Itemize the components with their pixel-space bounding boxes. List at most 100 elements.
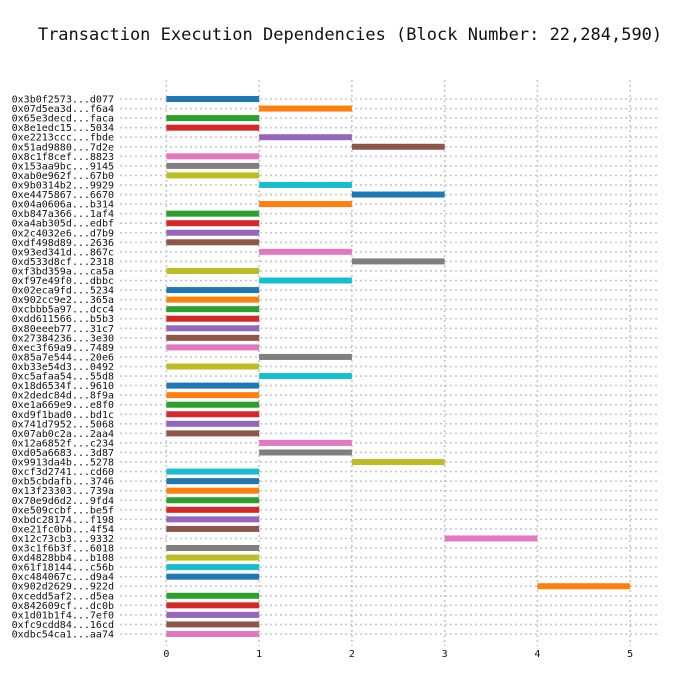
transaction-bar	[166, 124, 260, 131]
transaction-bar	[166, 401, 260, 408]
y-tick-label: 0x85a7e544...20e6	[12, 352, 114, 363]
y-tick-label: 0x02eca9fd...5234	[12, 286, 114, 297]
transaction-bar	[259, 134, 352, 141]
transaction-bar	[259, 201, 352, 208]
transaction-bar	[166, 229, 260, 236]
y-tick-label: 0x842609cf...dc0b	[12, 601, 114, 612]
x-tick-label: 3	[442, 649, 448, 660]
y-tick-label: 0x51ad9880...7d2e	[12, 142, 114, 153]
y-tick-label: 0x18d6534f...9610	[12, 381, 114, 392]
y-tick-label: 0x153aa9bc...9145	[12, 161, 114, 172]
y-tick-label: 0x9b0314b2...9929	[12, 180, 114, 191]
bar-layer	[166, 96, 631, 637]
transaction-bar	[166, 631, 260, 637]
transaction-bar	[259, 277, 352, 284]
y-tick-label: 0xcf3d2741...cd60	[12, 467, 114, 478]
y-tick-label: 0xa4ab305d...edbf	[12, 219, 114, 230]
y-tick-label: 0x741d7952...5068	[12, 419, 114, 430]
y-tick-label: 0x3c1f6b3f...6018	[12, 544, 114, 555]
transaction-bar	[166, 564, 260, 571]
y-tick-label: 0xe4475867...6670	[12, 190, 114, 201]
x-tick-label: 5	[627, 649, 633, 660]
y-tick-label: 0xbdc28174...f198	[12, 515, 114, 526]
y-tick-label: 0x2dedc84d...8f9a	[12, 391, 114, 402]
y-tick-label: 0xe2213ccc...fbde	[12, 133, 114, 144]
y-tick-label: 0xf97e49f0...dbbc	[12, 276, 114, 287]
y-tick-label: 0xab0e962f...67b0	[12, 171, 114, 182]
x-tick-label: 2	[349, 649, 355, 660]
transaction-bar	[166, 592, 260, 599]
y-tick-label: 0x80eeeb77...31c7	[12, 324, 114, 335]
transaction-bar	[166, 602, 260, 609]
y-tick-label: 0xe509ccbf...be5f	[12, 505, 114, 516]
transaction-bar	[166, 325, 260, 332]
y-tick-label: 0xfc9cdd84...16cd	[12, 620, 114, 631]
y-tick-label: 0xcedd5af2...d5ea	[12, 591, 114, 602]
transaction-bar	[166, 611, 260, 618]
y-tick-label: 0x04a0606a...b314	[12, 200, 114, 211]
y-tick-label: 0xe21fc0bb...4f54	[12, 524, 114, 535]
transaction-bar	[259, 105, 352, 112]
transaction-bar	[351, 191, 445, 198]
y-tick-label: 0x65e3decd...faca	[12, 114, 114, 125]
transaction-bar	[166, 162, 260, 169]
x-tick-label: 4	[534, 649, 540, 660]
transaction-bar	[166, 210, 260, 217]
y-tick-label: 0x07ab0c2a...2aa4	[12, 429, 114, 440]
y-tick-label: 0xb33e54d3...0492	[12, 362, 114, 373]
y-tick-label: 0xb847a366...1af4	[12, 209, 114, 220]
y-tick-label: 0xcbbb5a97...dcc4	[12, 305, 114, 316]
y-tick-label: 0xe1a669e9...e8f0	[12, 400, 114, 411]
transaction-bar	[259, 353, 352, 360]
transaction-bar	[166, 153, 260, 160]
y-tick-label: 0xd05a6683...3d87	[12, 448, 114, 459]
transaction-bar	[166, 96, 260, 102]
x-tick-label: 1	[256, 649, 262, 660]
transaction-bar	[259, 439, 352, 446]
transaction-bar	[259, 449, 352, 456]
transaction-bar	[166, 220, 260, 227]
transaction-bar	[351, 459, 445, 466]
y-tick-label: 0xd9f1bad0...bd1c	[12, 410, 114, 421]
transaction-bar	[166, 516, 260, 523]
transaction-bar	[166, 363, 260, 370]
y-tick-label: 0x61f18144...c56b	[12, 563, 114, 574]
transaction-bar	[166, 334, 260, 341]
transaction-bar	[166, 315, 260, 322]
y-tick-label: 0xd533d8cf...2318	[12, 257, 114, 268]
transaction-bar	[166, 554, 260, 561]
transaction-bar	[166, 411, 260, 418]
transaction-bar	[166, 392, 260, 399]
transaction-bar	[166, 525, 260, 532]
transaction-bar	[166, 239, 260, 246]
y-tick-label: 0x12a6852f...c234	[12, 438, 114, 449]
y-tick-label: 0xf3bd359a...ca5a	[12, 266, 114, 277]
y-tick-label: 0xb5cbdafb...3746	[12, 477, 114, 488]
transaction-bar	[351, 143, 445, 150]
y-tick-label: 0x27384236...3e30	[12, 333, 114, 344]
transaction-bar	[537, 583, 631, 590]
transaction-bar	[166, 287, 260, 294]
transaction-bar	[259, 181, 352, 188]
y-tick-label: 0x8c1f8cef...8823	[12, 152, 114, 163]
transaction-bar	[166, 468, 260, 475]
y-tick-label: 0x2c4032e6...d7b9	[12, 228, 114, 239]
y-tick-label: 0xdf498d89...2636	[12, 238, 114, 249]
y-tick-label: 0xc484067c...d9a4	[12, 572, 114, 583]
x-tick-label: 0	[163, 649, 169, 660]
y-tick-label: 0x1d01b1f4...7ef0	[12, 610, 114, 621]
y-tick-label: 0xdd611566...b5b3	[12, 314, 114, 325]
transaction-bar	[259, 373, 352, 380]
transaction-bar	[166, 506, 260, 513]
transaction-bar	[166, 478, 260, 485]
transaction-bar	[166, 115, 260, 122]
y-tick-labels: 0x3b0f2573...d0770x07d5ea3d...f6a40x65e3…	[12, 95, 114, 641]
transaction-bar	[166, 420, 260, 427]
transaction-bar	[166, 430, 260, 437]
transaction-bar	[166, 382, 260, 389]
y-tick-label: 0x70e9d6d2...9fd4	[12, 496, 114, 507]
transaction-bar	[166, 306, 260, 313]
transaction-bar	[351, 258, 445, 265]
y-tick-label: 0xdbc54ca1...aa74	[12, 630, 114, 641]
